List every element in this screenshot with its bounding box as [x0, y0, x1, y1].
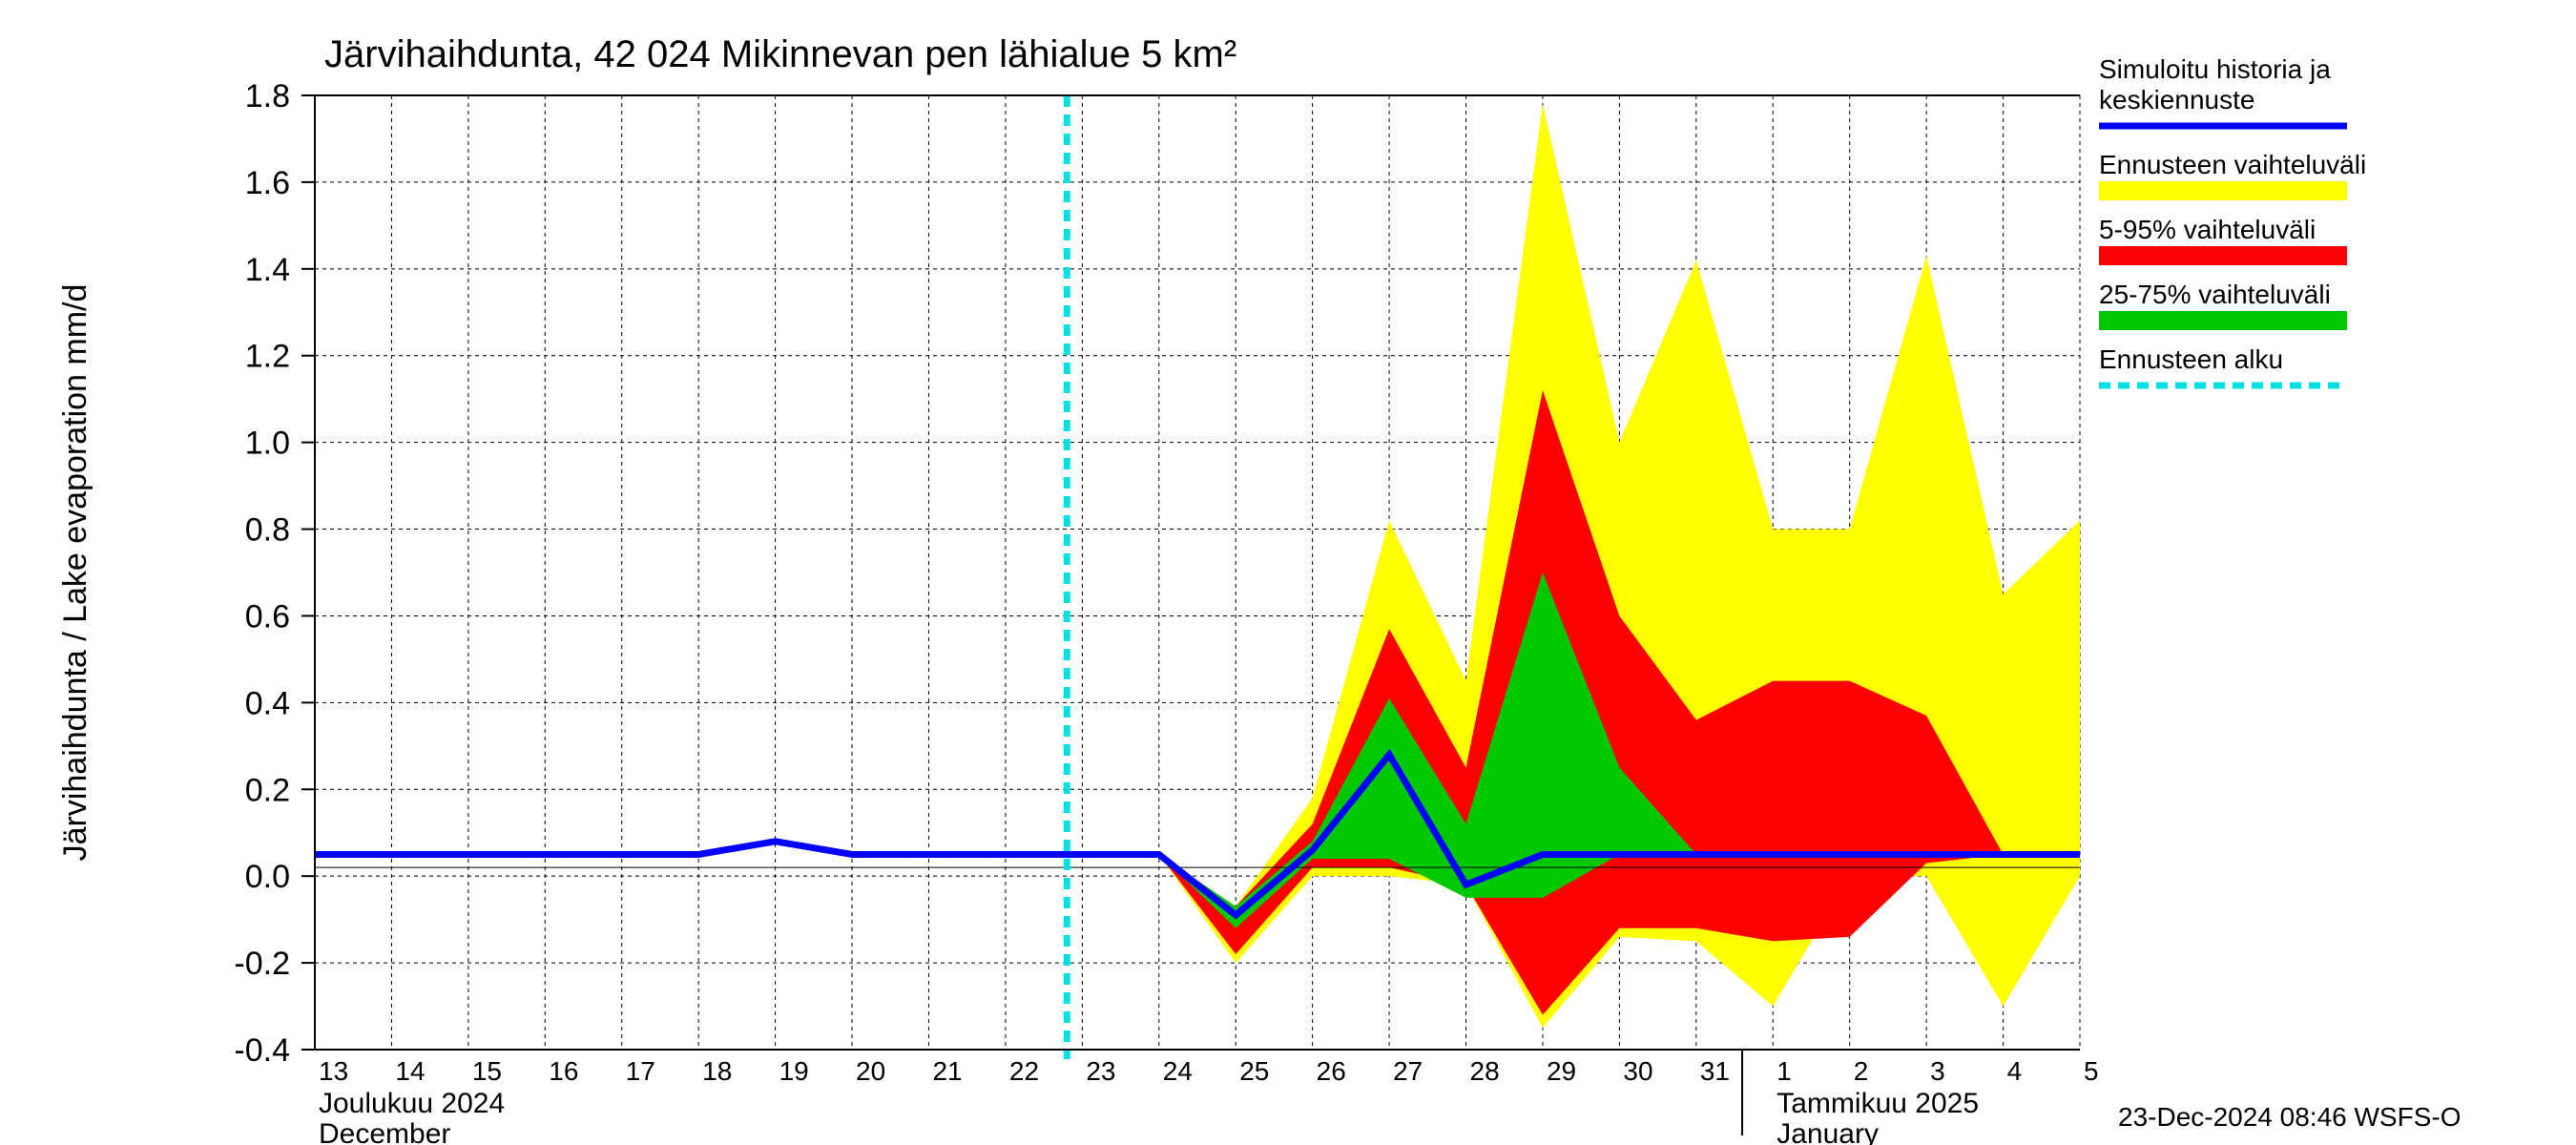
y-tick-label: 0.0 — [245, 859, 290, 895]
x-tick-label: 24 — [1163, 1056, 1193, 1086]
y-tick-label: 0.2 — [245, 772, 290, 808]
legend-label: Simuloitu historia ja — [2099, 54, 2331, 84]
y-tick-label: -0.2 — [234, 946, 290, 982]
x-tick-label: 17 — [626, 1056, 655, 1086]
x-tick-label: 27 — [1393, 1056, 1423, 1086]
x-tick-label: 28 — [1470, 1056, 1500, 1086]
x-tick-label: 1 — [1776, 1056, 1792, 1086]
x-tick-label: 15 — [472, 1056, 502, 1086]
x-tick-label: 5 — [2084, 1056, 2099, 1086]
legend-label: 25-75% vaihteluväli — [2099, 280, 2331, 309]
x-tick-label: 21 — [932, 1056, 962, 1086]
y-tick-label: 1.8 — [245, 78, 290, 114]
x-tick-label: 25 — [1239, 1056, 1269, 1086]
legend-swatch — [2099, 311, 2347, 330]
legend-label: keskiennuste — [2099, 85, 2254, 114]
y-tick-label: 1.0 — [245, 426, 290, 462]
y-tick-label: 1.2 — [245, 339, 290, 375]
y-tick-label: -0.4 — [234, 1032, 290, 1069]
x-tick-label: 4 — [2007, 1056, 2023, 1086]
y-tick-label: 1.6 — [245, 165, 290, 201]
x-tick-label: 16 — [549, 1056, 578, 1086]
month-label-1: Tammikuu 2025 — [1776, 1088, 1979, 1119]
legend-swatch — [2099, 246, 2347, 265]
y-tick-label: 0.6 — [245, 598, 290, 635]
y-axis-title: Järvihaihdunta / Lake evaporation mm/d — [57, 284, 93, 862]
month-label-2: January — [1776, 1118, 1879, 1145]
footer-timestamp: 23-Dec-2024 08:46 WSFS-O — [2118, 1102, 2462, 1132]
x-tick-label: 18 — [702, 1056, 732, 1086]
legend-label: Ennusteen vaihteluväli — [2099, 150, 2366, 179]
chart-svg: -0.4-0.20.00.20.40.60.81.01.21.41.61.813… — [0, 0, 2576, 1145]
x-tick-label: 19 — [779, 1056, 809, 1086]
legend-swatch — [2099, 181, 2347, 200]
y-tick-label: 1.4 — [245, 252, 290, 288]
x-tick-label: 13 — [319, 1056, 348, 1086]
x-tick-label: 20 — [856, 1056, 885, 1086]
x-tick-label: 22 — [1009, 1056, 1039, 1086]
x-tick-label: 26 — [1317, 1056, 1346, 1086]
x-tick-label: 30 — [1623, 1056, 1652, 1086]
x-tick-label: 2 — [1854, 1056, 1869, 1086]
chart-container: -0.4-0.20.00.20.40.60.81.01.21.41.61.813… — [0, 0, 2576, 1145]
month-label-1: Joulukuu 2024 — [319, 1088, 505, 1119]
x-tick-label: 14 — [395, 1056, 425, 1086]
x-tick-label: 31 — [1700, 1056, 1730, 1086]
chart-title: Järvihaihdunta, 42 024 Mikinnevan pen lä… — [324, 33, 1236, 75]
x-tick-label: 29 — [1547, 1056, 1576, 1086]
legend-label: Ennusteen alku — [2099, 344, 2283, 374]
y-tick-label: 0.8 — [245, 512, 290, 549]
month-label-2: December — [319, 1118, 450, 1145]
legend-label: 5-95% vaihteluväli — [2099, 215, 2316, 244]
x-tick-label: 23 — [1086, 1056, 1115, 1086]
y-tick-label: 0.4 — [245, 685, 290, 721]
x-tick-label: 3 — [1930, 1056, 1945, 1086]
